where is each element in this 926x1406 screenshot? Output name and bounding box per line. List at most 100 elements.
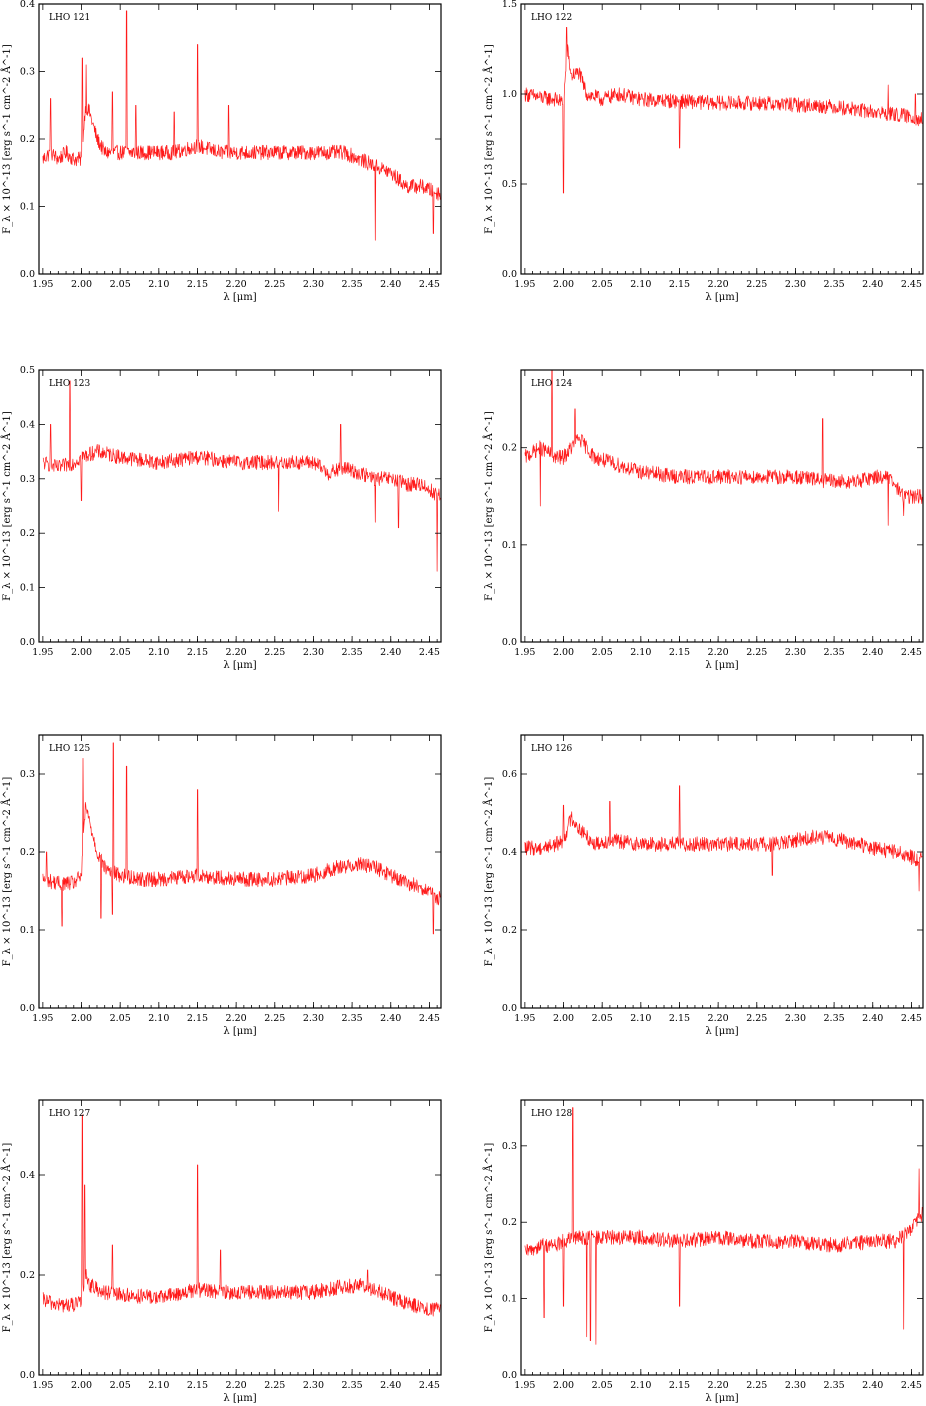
x-tick-label: 2.10 [630,1380,651,1391]
x-tick-label: 2.05 [110,1013,131,1024]
y-tick-label: 0.4 [20,0,35,10]
chart-panel-1: 1.95 2.00 2.05 2.10 2.15 2.20 2.25 2.30 2.35 2.40… [1,0,442,303]
x-tick-label: 2.25 [746,1380,767,1391]
panel-label: LHO 128 [531,1109,573,1119]
x-tick-label: 2.35 [824,279,845,290]
x-tick-label: 2.00 [553,1380,574,1391]
x-axis-title: λ [μm] [705,1026,738,1037]
x-tick-label: 2.00 [71,1380,92,1391]
x-tick-label: 2.15 [669,1380,690,1391]
spectrum-line [42,10,441,241]
x-axis-title: λ [μm] [705,292,738,303]
y-tick-label: 0.0 [20,269,35,280]
x-tick-label: 2.15 [669,279,690,290]
panel-label: LHO 125 [49,744,91,754]
x-tick-label: 1.95 [514,279,535,290]
x-tick-label: 2.20 [708,279,729,290]
y-tick-label: 0.0 [502,1003,517,1014]
x-tick-label: 2.00 [553,647,574,658]
x-axis-title: λ [μm] [223,292,256,303]
plot-frame [38,734,442,1009]
x-tick-label: 2.45 [901,279,922,290]
x-tick-label: 2.40 [862,1380,883,1391]
x-tick-label: 2.20 [708,1380,729,1391]
chart-panel-4: 1.95 2.00 2.05 2.10 2.15 2.20 2.25 2.30 2.35 2.40… [483,369,924,671]
x-tick-label: 2.30 [785,1013,806,1024]
chart-panel-8: 1.95 2.00 2.05 2.10 2.15 2.20 2.25 2.30 2.35 2.40… [483,1099,924,1404]
x-tick-label: 1.95 [514,1380,535,1391]
x-tick-label: 2.20 [226,1013,247,1024]
y-tick-label: 0.4 [20,1170,35,1181]
spectrum-line [524,27,923,194]
x-tick-label: 2.45 [419,1380,440,1391]
x-tick-label: 2.05 [110,647,131,658]
x-tick-label: 2.45 [901,647,922,658]
y-tick-label: 0.6 [502,769,517,780]
x-tick-label: 2.30 [785,279,806,290]
x-tick-label: 2.05 [592,647,613,658]
x-tick-label: 2.10 [148,1380,169,1391]
y-tick-label: 1.5 [502,0,517,10]
x-tick-label: 2.05 [110,1380,131,1391]
panel-label: LHO 122 [531,13,572,23]
x-tick-label: 2.25 [264,647,285,658]
y-axis-title: F_λ × 10^-13 [erg s^-1 cm^-2 Å^-1] [1,777,13,967]
x-tick-label: 2.30 [303,647,324,658]
panel-label: LHO 126 [531,744,573,754]
x-tick-label: 2.20 [708,1013,729,1024]
y-axis-title: F_λ × 10^-13 [erg s^-1 cm^-2 Å^-1] [483,44,495,234]
y-tick-label: 0.2 [502,1217,517,1228]
plot-frame [38,1099,442,1376]
spectrum-line [42,1114,441,1317]
chart-panel-6: 1.95 2.00 2.05 2.10 2.15 2.20 2.25 2.30 2.35 2.40… [483,734,924,1037]
x-tick-label: 2.10 [630,279,651,290]
chart-panel-3: 1.95 2.00 2.05 2.10 2.15 2.20 2.25 2.30 2.35 2.40… [1,365,442,671]
y-tick-label: 0.1 [20,925,35,936]
plot-frame [38,369,442,643]
x-tick-label: 2.05 [110,279,131,290]
x-tick-label: 2.00 [553,279,574,290]
x-tick-label: 2.40 [862,647,883,658]
spectrum-line [42,380,441,572]
x-tick-label: 2.30 [785,647,806,658]
y-tick-label: 0.1 [20,202,35,213]
y-tick-label: 0.2 [502,925,517,936]
x-tick-label: 2.25 [746,1013,767,1024]
x-tick-label: 2.30 [303,1380,324,1391]
y-tick-label: 0.5 [20,365,35,376]
panel-label: LHO 121 [49,13,90,23]
x-tick-label: 2.15 [187,1380,208,1391]
x-tick-label: 2.15 [187,647,208,658]
y-tick-label: 0.1 [502,540,517,551]
x-tick-label: 2.25 [264,1380,285,1391]
x-tick-label: 2.35 [824,1013,845,1024]
y-tick-label: 0.3 [502,1141,517,1152]
x-tick-label: 2.10 [148,1013,169,1024]
x-axis-title: λ [μm] [223,660,256,671]
y-axis-title: F_λ × 10^-13 [erg s^-1 cm^-2 Å^-1] [483,411,495,601]
x-axis-title: λ [μm] [223,1393,256,1404]
x-tick-label: 2.00 [71,1013,92,1024]
x-tick-label: 2.05 [592,1013,613,1024]
y-tick-label: 0.2 [20,847,35,858]
y-tick-label: 0.4 [502,847,517,858]
x-tick-label: 2.35 [824,647,845,658]
x-tick-label: 1.95 [32,647,53,658]
panel-label: LHO 127 [49,1109,91,1119]
panel-label: LHO 124 [531,379,573,389]
x-tick-label: 2.05 [592,1380,613,1391]
x-axis-title: λ [μm] [705,1393,738,1404]
y-tick-label: 0.2 [502,443,517,454]
x-tick-label: 2.00 [71,279,92,290]
x-tick-label: 2.35 [342,1380,363,1391]
x-tick-label: 2.45 [419,279,440,290]
y-tick-label: 0.2 [20,1270,35,1281]
y-tick-label: 0.0 [20,637,35,648]
x-tick-label: 2.25 [746,279,767,290]
y-tick-label: 0.1 [20,583,35,594]
x-tick-label: 2.45 [419,1013,440,1024]
chart-panel-2: 1.95 2.00 2.05 2.10 2.15 2.20 2.25 2.30 2.35 2.40… [483,0,924,303]
x-tick-label: 2.15 [669,647,690,658]
y-tick-label: 0.0 [20,1370,35,1381]
